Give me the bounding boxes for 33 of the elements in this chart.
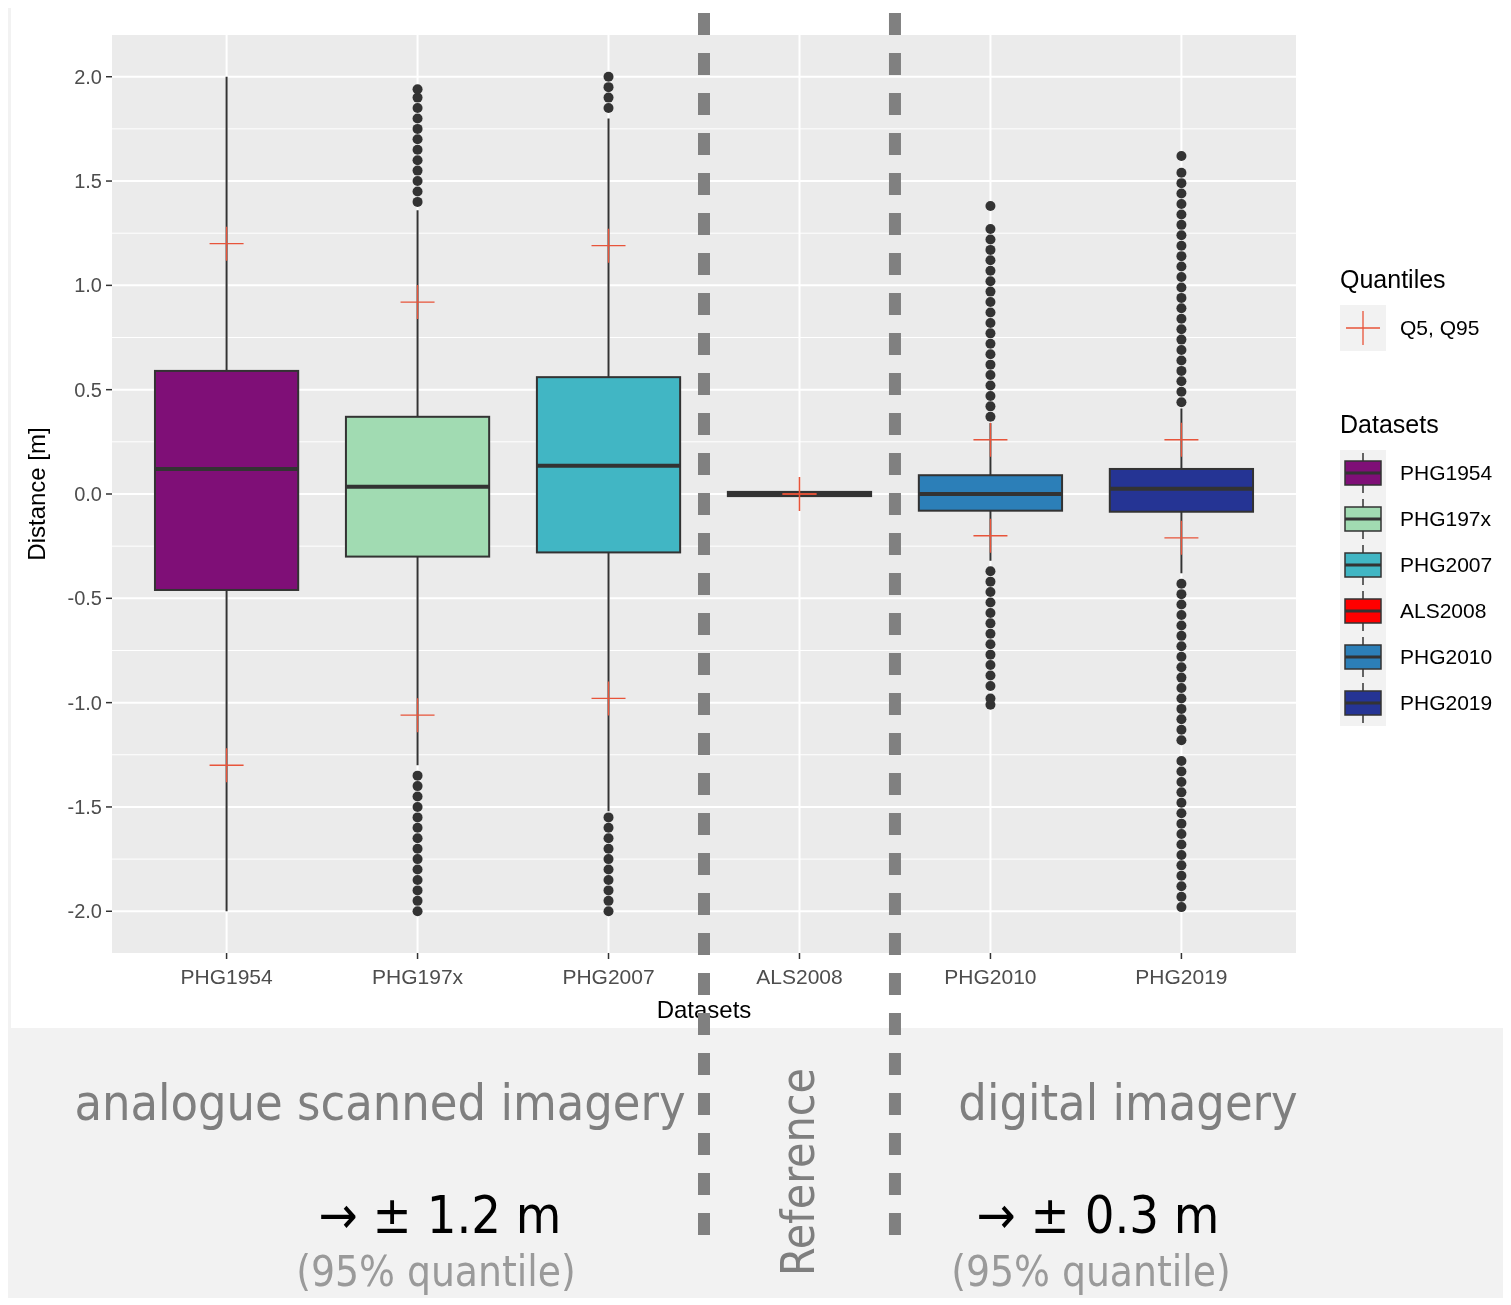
text: Reference: [771, 1067, 825, 1277]
text: (95% quantile): [951, 1247, 1231, 1296]
y-tick-label: 1.0: [74, 274, 102, 297]
y-tick-label: -0.5: [67, 587, 102, 610]
legend-label: PHG2010: [1400, 645, 1493, 669]
y-tick-label: -1.0: [67, 691, 102, 714]
y-axis-title: Distance [m]: [23, 427, 50, 561]
x-axis-title: Datasets: [656, 996, 752, 1023]
x-tick-label: PHG1954: [180, 965, 274, 988]
legend-label: PHG2007: [1400, 553, 1493, 577]
legend-label: Q5, Q95: [1400, 316, 1480, 340]
y-tick-label: -1.5: [67, 795, 102, 818]
legend-title: Datasets: [1340, 410, 1439, 438]
legend-label: PHG197x: [1400, 507, 1492, 531]
text: digital imagery: [958, 1074, 1298, 1132]
x-tick-label: PHG197x: [372, 965, 464, 988]
y-tick-label: 0.0: [74, 483, 102, 505]
x-tick-label: ALS2008: [756, 965, 843, 988]
x-tick-label: PHG2010: [944, 965, 1037, 988]
y-tick-label: -2.0: [67, 900, 102, 923]
text: → ± 0.3 m: [976, 1185, 1220, 1245]
x-tick-label: PHG2007: [562, 965, 655, 988]
y-tick-label: 1.5: [74, 170, 102, 193]
text: analogue scanned imagery: [74, 1074, 686, 1132]
legend-label: ALS2008: [1400, 599, 1487, 623]
text: (95% quantile): [296, 1247, 576, 1296]
legend-label: PHG1954: [1400, 461, 1493, 485]
legend-label: PHG2019: [1400, 691, 1493, 715]
text: Quantiles: [1340, 265, 1446, 293]
x-tick-label: PHG2019: [1135, 965, 1228, 988]
y-tick-label: 2.0: [74, 65, 102, 88]
y-tick-label: 0.5: [74, 378, 102, 401]
text: → ± 1.2 m: [318, 1185, 562, 1245]
